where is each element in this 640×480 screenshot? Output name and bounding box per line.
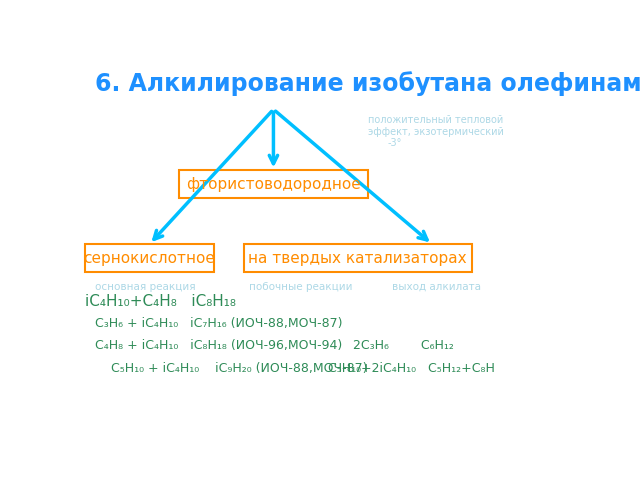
Text: C₃H₆ + iC₄H₁₀   iC₇H₁₆ (ИОЧ-88,МОЧ-87): C₃H₆ + iC₄H₁₀ iC₇H₁₆ (ИОЧ-88,МОЧ-87): [95, 317, 342, 330]
Text: положительный тепловой: положительный тепловой: [367, 115, 503, 125]
Text: побочные реакции: побочные реакции: [249, 282, 352, 292]
Text: C₄H₈ + iC₄H₁₀   iC₈H₁₈ (ИОЧ-96,МОЧ-94): C₄H₈ + iC₄H₁₀ iC₈H₁₈ (ИОЧ-96,МОЧ-94): [95, 339, 342, 352]
Text: C₅H₁₀+2iC₄H₁₀   C₅H₁₂+C₈H: C₅H₁₀+2iC₄H₁₀ C₅H₁₂+C₈H: [328, 361, 495, 374]
Text: выход алкилата: выход алкилата: [392, 282, 481, 292]
FancyBboxPatch shape: [244, 244, 472, 272]
Text: 2C₃H₆        C₆H₁₂: 2C₃H₆ C₆H₁₂: [353, 339, 454, 352]
Text: C₅H₁₀ + iC₄H₁₀    iC₉H₂₀ (ИОЧ-88,МОЧ-87): C₅H₁₀ + iC₄H₁₀ iC₉H₂₀ (ИОЧ-88,МОЧ-87): [95, 361, 367, 374]
Text: фтористоводородное: фтористоводородное: [186, 177, 361, 192]
Text: iC₄H₁₀+C₄H₈   iC₈H₁₈: iC₄H₁₀+C₄H₈ iC₈H₁₈: [85, 294, 236, 309]
Text: основная реакция: основная реакция: [95, 282, 195, 292]
Text: -3°: -3°: [388, 138, 402, 148]
Text: 6. Алкилирование изобутана олефинами: 6. Алкилирование изобутана олефинами: [95, 71, 640, 96]
Text: эффект, экзотермический: эффект, экзотермический: [367, 127, 504, 136]
FancyBboxPatch shape: [179, 170, 368, 198]
Text: на твердых катализаторах: на твердых катализаторах: [248, 251, 467, 265]
Text: сернокислотное: сернокислотное: [83, 251, 216, 265]
FancyBboxPatch shape: [85, 244, 214, 272]
